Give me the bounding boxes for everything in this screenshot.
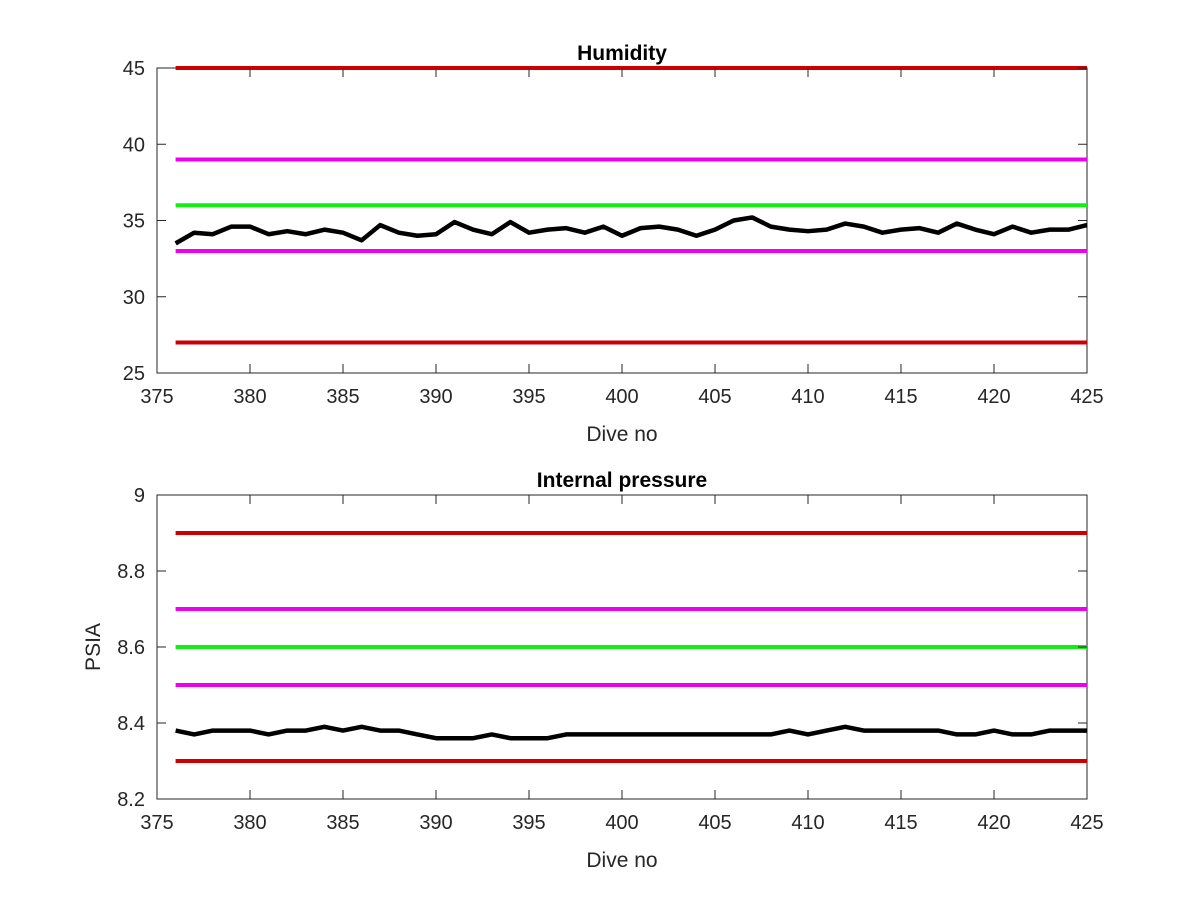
data-series-line bbox=[175, 724, 1087, 741]
x-tick-label: 380 bbox=[233, 386, 266, 408]
x-tick-label: 395 bbox=[512, 812, 545, 834]
x-tick-label: 405 bbox=[698, 812, 731, 834]
internal-pressure-plot: 375 380 385 390 395 400 405 410 415 420 425 8.2 8.4 8… bbox=[82, 469, 1104, 872]
y-tick-label: 9 bbox=[134, 485, 145, 507]
x-tick-label: 390 bbox=[419, 812, 452, 834]
x-tick-label: 425 bbox=[1070, 812, 1103, 834]
x-tick-label: 385 bbox=[326, 386, 359, 408]
y-tick-label: 8.4 bbox=[117, 713, 145, 735]
x-tick-label: 400 bbox=[605, 812, 638, 834]
data-series-line bbox=[174, 215, 1088, 246]
x-tick-label: 415 bbox=[884, 812, 917, 834]
y-tick-label: 35 bbox=[123, 211, 145, 233]
x-tick-label: 390 bbox=[419, 386, 452, 408]
x-tick-label: 375 bbox=[140, 812, 173, 834]
y-tick-label: 8.8 bbox=[117, 561, 145, 583]
x-axis-label: Dive no bbox=[586, 849, 657, 872]
x-tick-label: 395 bbox=[512, 386, 545, 408]
x-tick-label: 425 bbox=[1070, 386, 1103, 408]
x-tick-label: 410 bbox=[791, 812, 824, 834]
x-tick-label: 420 bbox=[977, 812, 1010, 834]
y-tick-label: 8.6 bbox=[117, 637, 145, 659]
x-tick-label: 410 bbox=[791, 386, 824, 408]
x-tick-label: 400 bbox=[605, 386, 638, 408]
x-axis-label: Dive no bbox=[586, 423, 657, 446]
y-tick-label: 25 bbox=[123, 363, 145, 385]
y-axis-label: PSIA bbox=[82, 623, 105, 671]
y-tick-label: 30 bbox=[123, 287, 145, 309]
humidity-plot: 375 380 385 390 395 400 405 410 415 420 425 25 30 35 4… bbox=[123, 42, 1104, 446]
plot-area bbox=[156, 67, 1088, 374]
x-tick-label: 405 bbox=[698, 386, 731, 408]
x-tick-label: 415 bbox=[884, 386, 917, 408]
chart-title: Internal pressure bbox=[537, 469, 707, 492]
y-tick-label: 40 bbox=[123, 134, 145, 156]
y-tick-label: 45 bbox=[123, 58, 145, 80]
x-tick-label: 385 bbox=[326, 812, 359, 834]
x-tick-label: 375 bbox=[140, 386, 173, 408]
y-tick-label: 8.2 bbox=[117, 789, 145, 811]
x-tick-label: 380 bbox=[233, 812, 266, 834]
chart-title: Humidity bbox=[577, 42, 667, 65]
x-tick-label: 420 bbox=[977, 386, 1010, 408]
